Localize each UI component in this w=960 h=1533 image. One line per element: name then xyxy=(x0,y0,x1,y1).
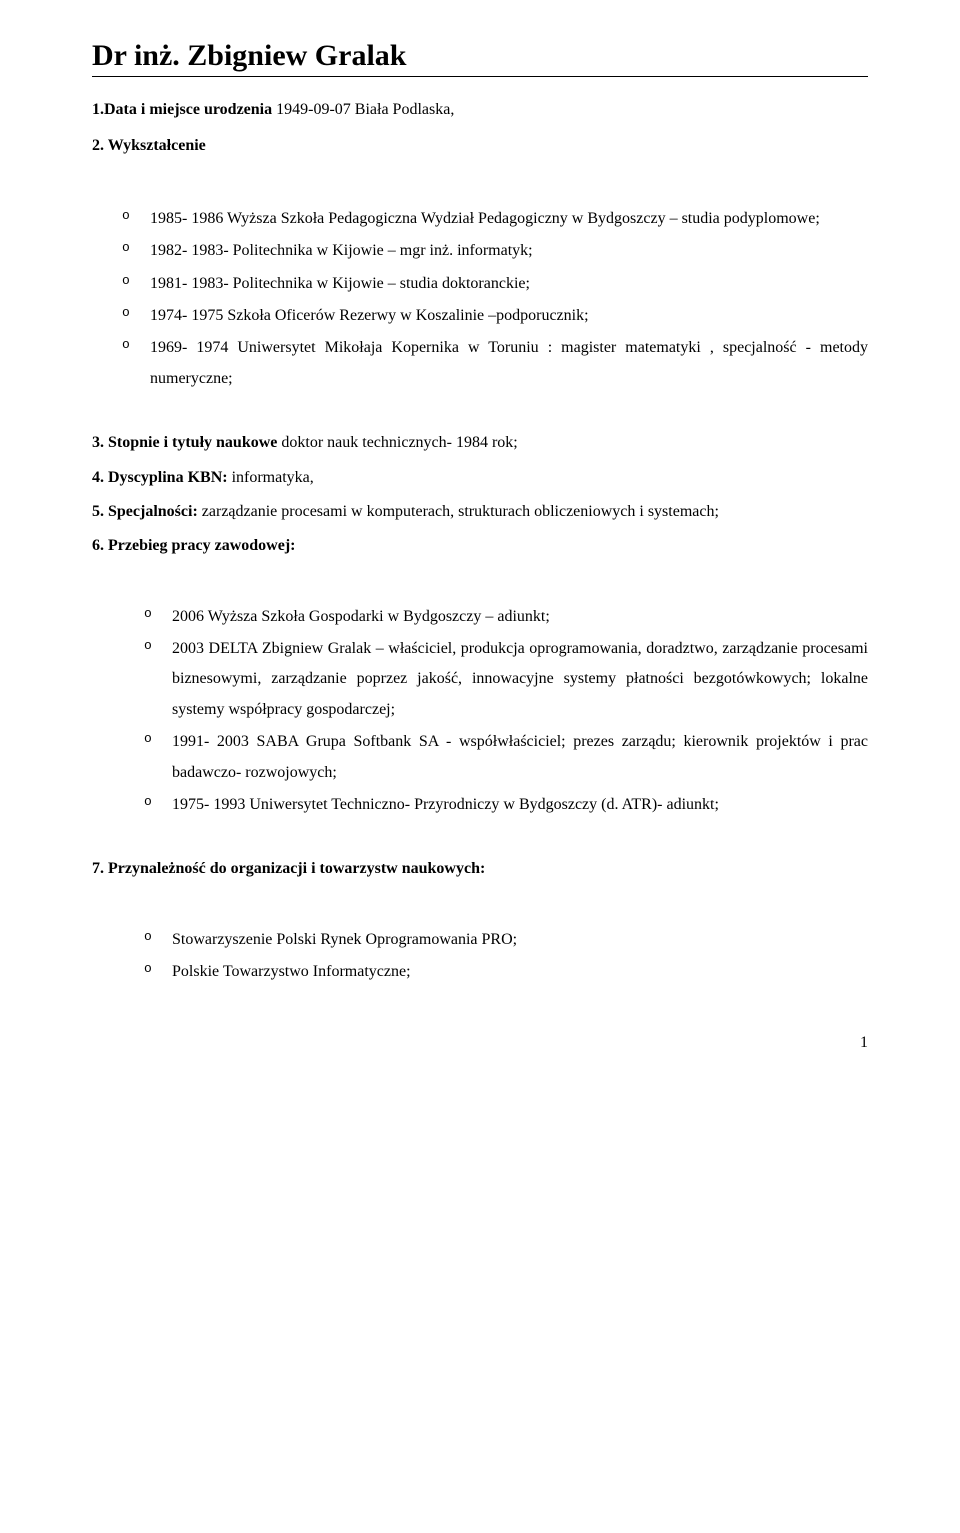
page-title: Dr inż. Zbigniew Gralak xyxy=(92,38,868,77)
section-6-list: 2006 Wyższa Szkoła Gospodarki w Bydgoszc… xyxy=(92,602,868,821)
list-item: Polskie Towarzystwo Informatyczne; xyxy=(92,957,868,987)
section-6-label: 6. Przebieg pracy zawodowej: xyxy=(92,537,296,554)
list-item: 1969- 1974 Uniwersytet Mikołaja Kopernik… xyxy=(92,333,868,394)
section-5-label: 5. Specjalności: xyxy=(92,503,198,520)
list-item: 1981- 1983- Politechnika w Kijowie – stu… xyxy=(92,269,868,299)
page-number: 1 xyxy=(92,1028,868,1058)
list-item: 1985- 1986 Wyższa Szkoła Pedagogiczna Wy… xyxy=(92,204,868,234)
section-7-list: Stowarzyszenie Polski Rynek Oprogramowan… xyxy=(92,925,868,988)
list-item: Stowarzyszenie Polski Rynek Oprogramowan… xyxy=(92,925,868,955)
section-3: 3. Stopnie i tytuły naukowe doktor nauk … xyxy=(92,428,868,458)
section-2-label: 2. Wykształcenie xyxy=(92,137,206,154)
section-4: 4. Dyscyplina KBN: informatyka, xyxy=(92,463,868,493)
section-5: 5. Specjalności: zarządzanie procesami w… xyxy=(92,497,868,527)
list-item: 1975- 1993 Uniwersytet Techniczno- Przyr… xyxy=(92,790,868,820)
list-item: 1991- 2003 SABA Grupa Softbank SA - wspó… xyxy=(92,727,868,788)
section-7-label: 7. Przynależność do organizacji i towarz… xyxy=(92,860,485,877)
section-1-label: 1.Data i miejsce urodzenia xyxy=(92,101,272,118)
section-2-list: 1985- 1986 Wyższa Szkoła Pedagogiczna Wy… xyxy=(92,204,868,394)
section-7: 7. Przynależność do organizacji i towarz… xyxy=(92,854,868,884)
section-1-rest: 1949-09-07 Biała Podlaska, xyxy=(272,101,454,118)
section-4-label: 4. Dyscyplina KBN: xyxy=(92,469,228,486)
list-item: 2006 Wyższa Szkoła Gospodarki w Bydgoszc… xyxy=(92,602,868,632)
list-item: 1974- 1975 Szkoła Oficerów Rezerwy w Kos… xyxy=(92,301,868,331)
section-1: 1.Data i miejsce urodzenia 1949-09-07 Bi… xyxy=(92,95,868,125)
section-3-rest: doktor nauk technicznych- 1984 rok; xyxy=(277,434,517,451)
section-5-rest: zarządzanie procesami w komputerach, str… xyxy=(198,503,719,520)
section-6: 6. Przebieg pracy zawodowej: xyxy=(92,531,868,561)
section-3-label: 3. Stopnie i tytuły naukowe xyxy=(92,434,277,451)
list-item: 2003 DELTA Zbigniew Gralak – właściciel,… xyxy=(92,634,868,725)
section-4-rest: informatyka, xyxy=(228,469,314,486)
list-item: 1982- 1983- Politechnika w Kijowie – mgr… xyxy=(92,236,868,266)
section-2: 2. Wykształcenie xyxy=(92,131,868,161)
